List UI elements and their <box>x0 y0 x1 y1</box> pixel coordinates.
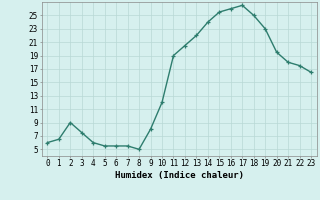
X-axis label: Humidex (Indice chaleur): Humidex (Indice chaleur) <box>115 171 244 180</box>
